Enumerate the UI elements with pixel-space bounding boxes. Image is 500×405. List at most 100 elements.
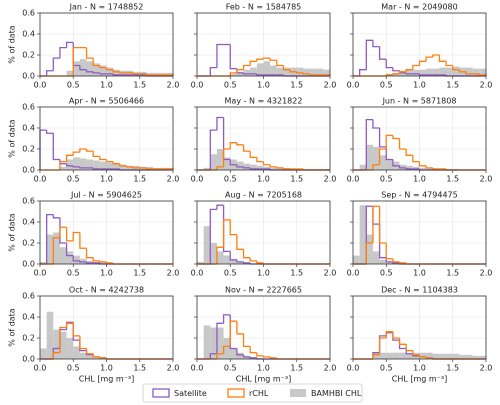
hist-bar — [59, 166, 67, 170]
hist-bar — [40, 261, 47, 264]
legend-label: rCHL — [249, 389, 269, 398]
hist-step — [432, 54, 440, 58]
hist-step — [99, 65, 107, 69]
hist-bar — [479, 68, 486, 76]
hist-step — [372, 206, 380, 225]
x-tick-label: 2.0 — [480, 364, 493, 373]
hist-step — [209, 129, 217, 170]
hist-step — [249, 356, 257, 359]
hist-step — [52, 237, 60, 264]
hist-step — [236, 164, 244, 168]
x-tick-label: 1.0 — [413, 364, 426, 373]
hist-step — [418, 161, 427, 167]
hist-bar — [216, 149, 224, 170]
hist-bar — [379, 259, 387, 264]
hist-bar — [86, 61, 94, 76]
hist-step — [216, 246, 224, 264]
hist-step — [392, 135, 400, 140]
x-tick-label: 0.0 — [347, 81, 360, 90]
hist-step — [385, 59, 393, 69]
hist-step — [65, 322, 74, 328]
hist-bar — [366, 144, 373, 170]
hist-step — [92, 257, 100, 262]
hist-bar — [406, 165, 413, 170]
hist-bar — [303, 68, 311, 76]
hist-step — [236, 142, 244, 146]
hist-step — [398, 71, 407, 74]
hist-step — [398, 165, 407, 169]
hist-bar — [73, 255, 80, 264]
hist-step — [119, 163, 127, 167]
hist-bar — [353, 255, 360, 264]
x-tick-label: 2.0 — [480, 175, 493, 184]
hist-step — [256, 73, 264, 76]
hist-step — [222, 345, 231, 354]
hist-step — [72, 323, 80, 337]
hist-step — [65, 154, 74, 162]
hist-bar — [93, 160, 100, 170]
hist-step — [99, 356, 107, 359]
hist-bar — [270, 167, 277, 170]
x-axis-label: CHL [mg m⁻³] — [392, 375, 447, 384]
x-tick-label: 2.0 — [167, 175, 180, 184]
hist-bar — [452, 353, 460, 359]
hist-step — [119, 71, 127, 74]
hist-bar — [223, 157, 231, 170]
hist-bar — [426, 68, 433, 76]
x-tick-label: 0.0 — [191, 175, 204, 184]
hist-bar — [392, 352, 400, 359]
hist-step — [418, 354, 427, 358]
hist-bar — [270, 65, 277, 76]
x-tick-label: 0.5 — [67, 269, 80, 278]
hist-step — [59, 217, 67, 244]
hist-step — [378, 206, 387, 244]
hist-step — [262, 355, 271, 358]
hist-bar — [113, 163, 120, 170]
hist-step — [276, 166, 284, 169]
x-tick-label: 1.0 — [100, 364, 113, 373]
panel-title: Jan - N = 1748852 — [69, 3, 144, 12]
hist-step — [372, 354, 380, 359]
hist-step — [372, 40, 380, 48]
x-tick-label: 2.0 — [480, 81, 493, 90]
hist-step — [398, 138, 407, 150]
hist-bar — [66, 338, 74, 359]
hist-step — [249, 257, 257, 262]
x-tick-label: 0.0 — [347, 269, 360, 278]
hist-step — [216, 116, 224, 131]
hist-bar — [73, 346, 80, 359]
hist-step — [222, 205, 231, 253]
hist-bar — [283, 67, 291, 76]
x-tick-label: 1.0 — [100, 175, 113, 184]
axes-frame — [39, 106, 174, 171]
hist-bar — [432, 68, 440, 76]
x-tick-label: 1.5 — [446, 269, 459, 278]
hist-bar — [372, 251, 380, 264]
hist-bar — [316, 68, 324, 76]
hist-step — [52, 133, 60, 161]
hist-step — [385, 332, 393, 336]
legend-swatch — [227, 388, 245, 398]
hist-step — [145, 167, 154, 170]
hist-step — [425, 56, 433, 62]
hist-bar — [93, 356, 100, 359]
x-tick-label: 1.5 — [290, 269, 303, 278]
hist-bar — [446, 67, 453, 76]
x-axis-label: CHL [mg m⁻³] — [79, 375, 134, 384]
hist-step — [262, 57, 271, 60]
hist-step — [256, 260, 264, 264]
x-tick-label: 1.5 — [133, 364, 146, 373]
hist-step — [242, 144, 251, 152]
hist-step — [85, 348, 94, 355]
hist-step — [39, 129, 47, 170]
hist-bar — [459, 354, 467, 359]
hist-bar — [236, 71, 244, 76]
hist-step — [132, 72, 140, 75]
hist-step — [405, 344, 413, 352]
hist-bar — [197, 261, 204, 264]
hist-step — [222, 219, 231, 248]
y-tick-label: 0.6 — [22, 103, 35, 112]
hist-bar — [372, 146, 380, 170]
hist-bar — [40, 348, 47, 359]
hist-step — [236, 321, 244, 335]
